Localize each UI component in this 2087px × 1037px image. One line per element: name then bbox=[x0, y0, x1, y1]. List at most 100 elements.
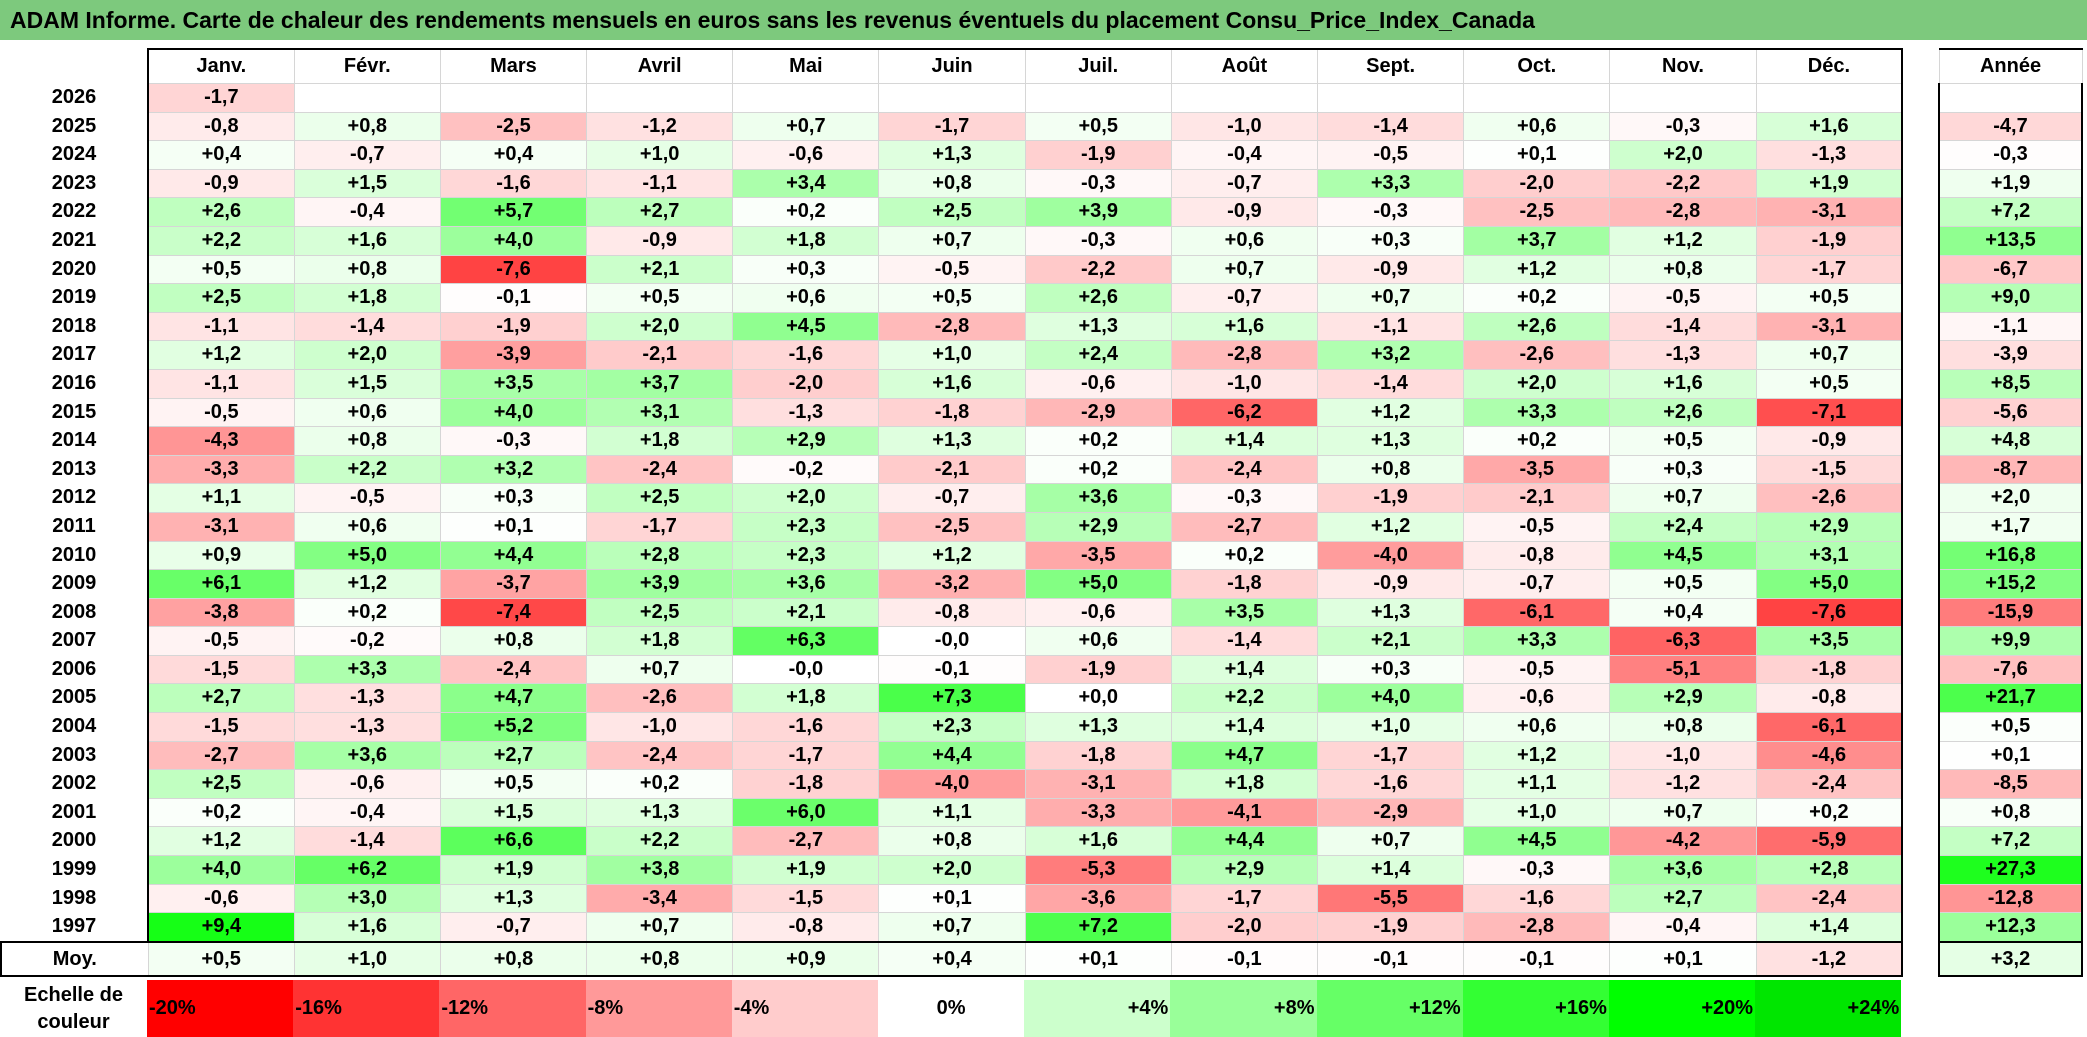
year-row: 2001 +0,2 -0,4 +1,5 +1,3 +6,0 +1,1 -3,3 -4,1 -2,9… bbox=[1, 797, 1904, 828]
month-return-cell: -6,1 bbox=[1463, 597, 1611, 628]
month-return-cell: -1,3 bbox=[732, 397, 880, 428]
average-row: Moy. +0,5 +1,0 +0,8 +0,8 +0,9 +0,4 +0,1 -0,1 -0,… bbox=[0, 940, 1904, 977]
month-return-cell: +1,2 bbox=[1316, 511, 1465, 542]
color-scale-stop: +24% bbox=[1755, 980, 1902, 1037]
year-label: 2018 bbox=[51, 314, 97, 337]
month-return-cell: -4,3 bbox=[146, 426, 295, 456]
month-return-cell: +1,6 bbox=[1755, 111, 1904, 142]
month-return-cell: +3,6 bbox=[293, 740, 441, 771]
month-return-cell: -0,6 bbox=[1463, 683, 1611, 714]
month-return-cell: -1,1 bbox=[586, 168, 734, 199]
month-return-cell: +2,5 bbox=[146, 769, 295, 799]
average-cell: +0,8 bbox=[586, 940, 734, 977]
month-return-cell: +0,8 bbox=[293, 426, 441, 456]
month-return-cell: -6,2 bbox=[1170, 397, 1319, 428]
month-return-cell: +0,7 bbox=[1755, 340, 1904, 370]
month-return-cell: -2,4 bbox=[1170, 454, 1319, 485]
month-return-cell: +1,6 bbox=[1170, 311, 1319, 342]
month-return-cell: +6,3 bbox=[732, 626, 880, 656]
year-label: 2022 bbox=[51, 200, 97, 223]
month-return-cell: -0,0 bbox=[732, 654, 880, 685]
month-return-cell: +0,2 bbox=[1024, 454, 1172, 485]
month-return-cell: +2,5 bbox=[586, 597, 734, 628]
month-return-cell: +0,5 bbox=[1755, 283, 1904, 313]
month-return-cell: +0,4 bbox=[146, 140, 295, 170]
month-return-cell: +2,4 bbox=[1024, 340, 1172, 370]
annual-return-cell: -12,8 bbox=[1938, 883, 2083, 914]
month-return-cell: +0,2 bbox=[293, 597, 441, 628]
month-return-cell: +3,9 bbox=[1024, 197, 1172, 227]
year-label: 1998 bbox=[51, 886, 97, 909]
month-return-cell: -2,2 bbox=[1609, 168, 1757, 199]
month-return-cell: -2,6 bbox=[1463, 340, 1611, 370]
month-return-cell: -7,1 bbox=[1755, 397, 1904, 428]
month-return-cell: -0,7 bbox=[1170, 283, 1319, 313]
month-return-cell: +4,7 bbox=[1170, 740, 1319, 771]
month-return-cell: +0,6 bbox=[293, 397, 441, 428]
year-row: 2007 -0,5 -0,2 +0,8 +1,8 +6,3 -0,0 +0,6 -1,4 +2,1… bbox=[1, 626, 1904, 656]
month-return-cell: +3,9 bbox=[586, 569, 734, 599]
month-return-cell: +2,2 bbox=[1170, 683, 1319, 714]
month-return-cell: +5,0 bbox=[1024, 569, 1172, 599]
color-scale-stop: +8% bbox=[1170, 980, 1317, 1037]
year-row: 2026 -1,7 bbox=[1, 83, 1904, 113]
month-return-cell: +1,4 bbox=[1316, 855, 1465, 885]
month-return-cell: -0,8 bbox=[1755, 683, 1904, 714]
month-return-cell: -1,9 bbox=[439, 311, 588, 342]
month-return-cell: -5,1 bbox=[1609, 654, 1757, 685]
annual-returns-column: Année -4,7 -0,3 +1,9 +7,2 +13,5 -6,7 +9,0 -1,1-… bbox=[1938, 48, 2083, 977]
month-return-cell: -0,4 bbox=[1170, 140, 1319, 170]
month-return-cell: +3,1 bbox=[1755, 540, 1904, 571]
month-return-cell: -1,9 bbox=[1755, 225, 1904, 256]
month-header: Juil. bbox=[1024, 48, 1172, 84]
color-scale-stop: +12% bbox=[1316, 980, 1463, 1037]
month-return-cell: +3,0 bbox=[293, 883, 441, 914]
annual-return-cell: +13,5 bbox=[1938, 225, 2083, 256]
month-return-cell: -1,9 bbox=[1316, 483, 1465, 513]
month-return-cell: +1,8 bbox=[293, 283, 441, 313]
month-return-cell: +4,0 bbox=[1316, 683, 1465, 714]
annual-return-cell: -1,1 bbox=[1938, 311, 2083, 342]
color-scale-label-line1: Echelle de bbox=[24, 983, 123, 1006]
month-return-cell: +0,2 bbox=[586, 769, 734, 799]
month-return-cell: -1,9 bbox=[1024, 654, 1172, 685]
month-return-cell: -2,8 bbox=[878, 311, 1026, 342]
month-return-cell: +1,4 bbox=[1170, 426, 1319, 456]
month-return-cell: -2,4 bbox=[586, 454, 734, 485]
month-return-cell: +4,5 bbox=[1463, 826, 1611, 857]
year-row: 2006 -1,5 +3,3 -2,4 +0,7 -0,0 -0,1 -1,9 +1,4 +0,3… bbox=[1, 654, 1904, 685]
month-return-cell: +1,6 bbox=[293, 912, 441, 943]
month-return-cell: -3,1 bbox=[146, 511, 295, 542]
month-return-cell: -0,3 bbox=[1024, 225, 1172, 256]
month-return-cell: +1,3 bbox=[439, 883, 588, 914]
month-return-cell: -2,6 bbox=[586, 683, 734, 714]
month-return-cell: -1,7 bbox=[1170, 883, 1319, 914]
color-scale-label-line2: couleur bbox=[37, 1010, 110, 1033]
annual-average-cell: +3,2 bbox=[1938, 940, 2083, 977]
month-header: Janv. bbox=[146, 48, 295, 84]
month-return-cell: -0,6 bbox=[732, 140, 880, 170]
month-header: Déc. bbox=[1755, 48, 1904, 84]
month-return-cell: +2,8 bbox=[586, 540, 734, 571]
year-label: 2006 bbox=[51, 657, 97, 680]
month-return-cell: -0,6 bbox=[1024, 368, 1172, 399]
month-return-cell: -2,4 bbox=[1755, 883, 1904, 914]
month-return-cell: -2,2 bbox=[1024, 254, 1172, 285]
annual-return-cell: -7,6 bbox=[1938, 654, 2083, 685]
month-return-cell bbox=[732, 83, 880, 113]
month-return-cell: -2,7 bbox=[146, 740, 295, 771]
annual-return-cell: -0,3 bbox=[1938, 140, 2083, 170]
month-return-cell: +2,0 bbox=[1609, 140, 1757, 170]
month-return-cell: -2,4 bbox=[586, 740, 734, 771]
month-return-cell: +0,3 bbox=[1609, 454, 1757, 485]
month-return-cell: +1,0 bbox=[1463, 797, 1611, 828]
month-return-cell: -2,7 bbox=[732, 826, 880, 857]
month-return-cell: -0,5 bbox=[1609, 283, 1757, 313]
month-return-cell: +1,9 bbox=[1755, 168, 1904, 199]
month-header: Avril bbox=[586, 48, 734, 84]
annual-return-cell: +21,7 bbox=[1938, 683, 2083, 714]
year-row: 2020 +0,5 +0,8 -7,6 +2,1 +0,3 -0,5 -2,2 +0,7 -0,9… bbox=[1, 254, 1904, 285]
month-return-cell: +3,5 bbox=[1755, 626, 1904, 656]
month-return-cell: +3,2 bbox=[439, 454, 588, 485]
month-return-cell: +1,2 bbox=[1463, 254, 1611, 285]
